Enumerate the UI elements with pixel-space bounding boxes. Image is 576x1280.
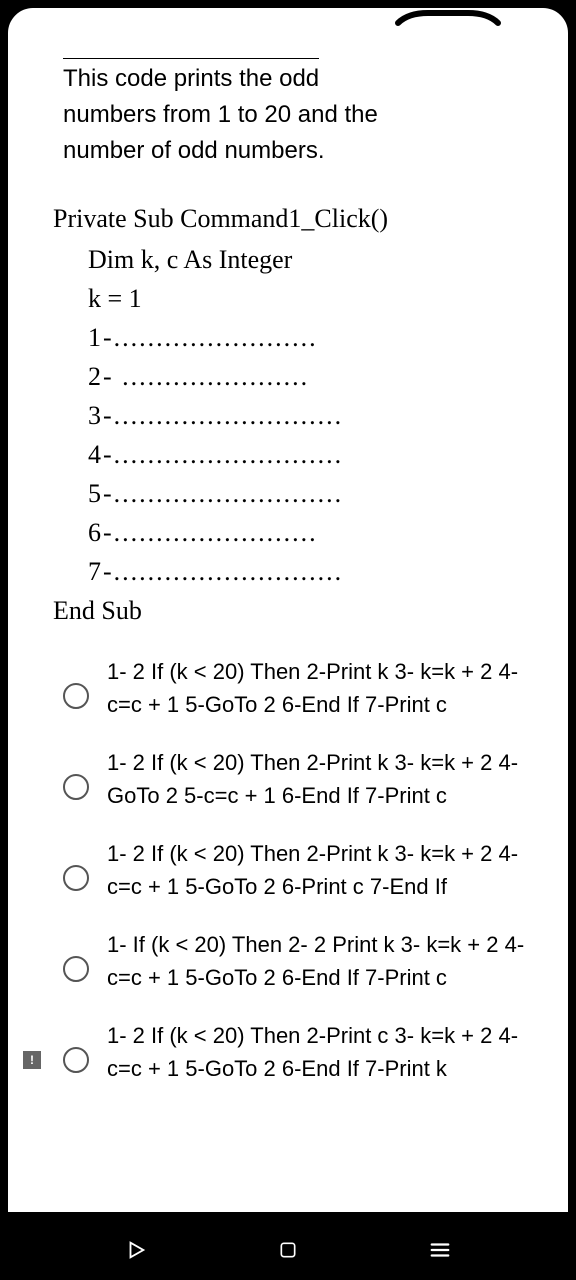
code-header: Private Sub Command1_Click()	[53, 199, 528, 238]
content-area: This code prints the odd numbers from 1 …	[8, 8, 568, 1212]
radio-button[interactable]	[63, 683, 89, 709]
radio-button[interactable]	[63, 774, 89, 800]
option-text: 1- 2 If (k < 20) Then 2-Print k 3- k=k +…	[107, 746, 528, 812]
code-blank-4: 4-...........................	[88, 435, 528, 474]
option-1[interactable]: 1- 2 If (k < 20) Then 2-Print k 3- k=k +…	[63, 655, 528, 721]
recent-icon[interactable]	[425, 1235, 455, 1265]
option-3[interactable]: 1- 2 If (k < 20) Then 2-Print k 3- k=k +…	[63, 837, 528, 903]
code-blank-1: 1-........................	[88, 318, 528, 357]
question-line-1: This code prints the odd	[63, 58, 319, 97]
option-text: 1- 2 If (k < 20) Then 2-Print c 3- k=k +…	[107, 1019, 528, 1085]
code-blank-2: 2- ......................	[88, 357, 528, 396]
navigation-bar	[0, 1220, 576, 1280]
radio-button[interactable]	[63, 865, 89, 891]
option-4[interactable]: 1- If (k < 20) Then 2- 2 Print k 3- k=k …	[63, 928, 528, 994]
question-line-2: numbers from 1 to 20 and the	[63, 101, 378, 128]
option-5[interactable]: ! 1- 2 If (k < 20) Then 2-Print c 3- k=k…	[63, 1019, 528, 1085]
code-block: Private Sub Command1_Click() Dim k, c As…	[53, 199, 528, 630]
code-blank-7: 7-...........................	[88, 552, 528, 591]
camera-cutout	[388, 8, 508, 53]
code-blank-6: 6-........................	[88, 513, 528, 552]
back-icon[interactable]	[121, 1235, 151, 1265]
option-text: 1- 2 If (k < 20) Then 2-Print k 3- k=k +…	[107, 655, 528, 721]
code-blank-3: 3-...........................	[88, 396, 528, 435]
radio-button[interactable]	[63, 956, 89, 982]
question-line-3: number of odd numbers.	[63, 137, 324, 164]
options-list: 1- 2 If (k < 20) Then 2-Print k 3- k=k +…	[63, 655, 528, 1085]
option-text: 1- If (k < 20) Then 2- 2 Print k 3- k=k …	[107, 928, 528, 994]
option-2[interactable]: 1- 2 If (k < 20) Then 2-Print k 3- k=k +…	[63, 746, 528, 812]
code-init: k = 1	[88, 279, 528, 318]
option-text: 1- 2 If (k < 20) Then 2-Print k 3- k=k +…	[107, 837, 528, 903]
flag-icon[interactable]: !	[23, 1051, 41, 1069]
home-icon[interactable]	[273, 1235, 303, 1265]
code-blank-5: 5-...........................	[88, 474, 528, 513]
code-footer: End Sub	[53, 591, 528, 630]
radio-button[interactable]	[63, 1047, 89, 1073]
code-dim: Dim k, c As Integer	[88, 240, 528, 279]
question-text: This code prints the odd numbers from 1 …	[63, 58, 528, 169]
